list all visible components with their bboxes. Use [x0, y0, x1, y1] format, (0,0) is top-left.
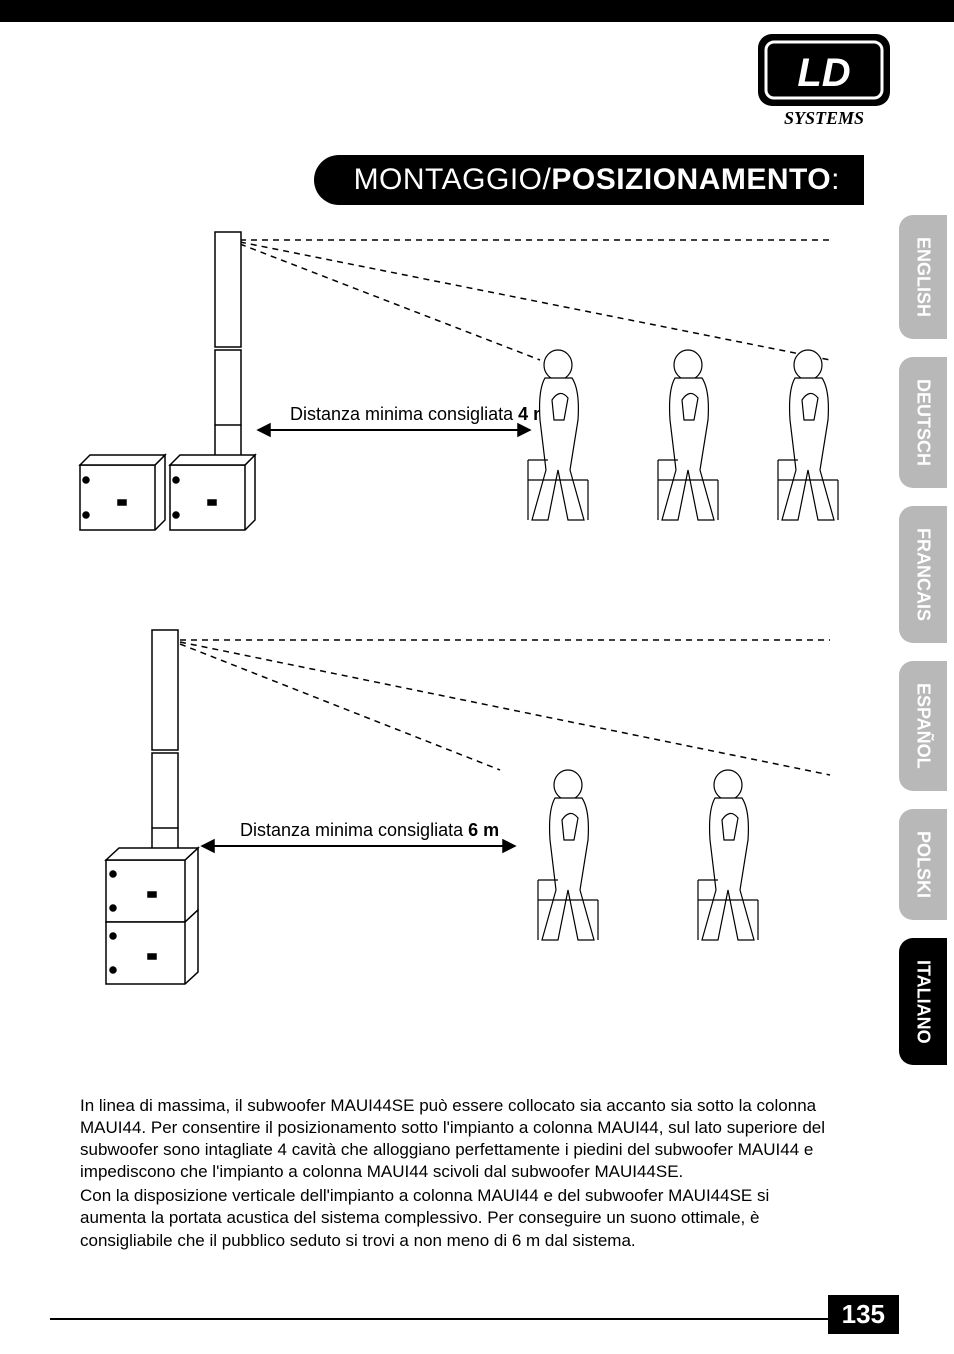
- paragraph-2: Con la disposizione verticale dell'impia…: [80, 1185, 840, 1251]
- language-tabs: ENGLISH DEUTSCH FRANCAIS ESPAÑOL POLSKI …: [899, 215, 954, 1083]
- title-suffix: :: [831, 163, 840, 196]
- diagram-4m: Distanza minima consigliata 4 m: [70, 220, 840, 570]
- svg-text:Distanza minima consigliata 6: Distanza minima consigliata 6 m: [240, 820, 499, 840]
- title-part1: MONTAGGIO/: [354, 163, 552, 196]
- footer-rule: [50, 1318, 834, 1320]
- page-number: 135: [828, 1295, 899, 1334]
- lang-tab-italiano[interactable]: ITALIANO: [899, 938, 947, 1066]
- diagram-6m: Distanza minima consigliata 6 m: [70, 620, 840, 990]
- svg-text:SYSTEMS: SYSTEMS: [784, 108, 864, 128]
- brand-logo: LD SYSTEMS: [754, 30, 894, 130]
- paragraph-1: In linea di massima, il subwoofer MAUI44…: [80, 1095, 840, 1183]
- svg-text:LD: LD: [797, 51, 850, 95]
- sub-left: [80, 455, 165, 530]
- lang-tab-polski[interactable]: POLSKI: [899, 809, 947, 920]
- diagrams: Distanza minima consigliata 4 m: [70, 220, 840, 1020]
- body-text: In linea di massima, il subwoofer MAUI44…: [80, 1095, 840, 1254]
- lang-tab-english[interactable]: ENGLISH: [899, 215, 947, 339]
- top-bar: [0, 0, 954, 22]
- audience-row: [528, 350, 838, 520]
- svg-text:Distanza minima consigliata 4: Distanza minima consigliata 4 m: [290, 404, 549, 424]
- title-part2: POSIZIONAMENTO: [551, 163, 831, 196]
- sub-top: [106, 848, 198, 922]
- lang-tab-espanol[interactable]: ESPAÑOL: [899, 661, 947, 791]
- section-title: MONTAGGIO/POSIZIONAMENTO:: [314, 155, 864, 205]
- lang-tab-francais[interactable]: FRANCAIS: [899, 506, 947, 643]
- lang-tab-deutsch[interactable]: DEUTSCH: [899, 357, 947, 488]
- sub-right: [170, 455, 255, 530]
